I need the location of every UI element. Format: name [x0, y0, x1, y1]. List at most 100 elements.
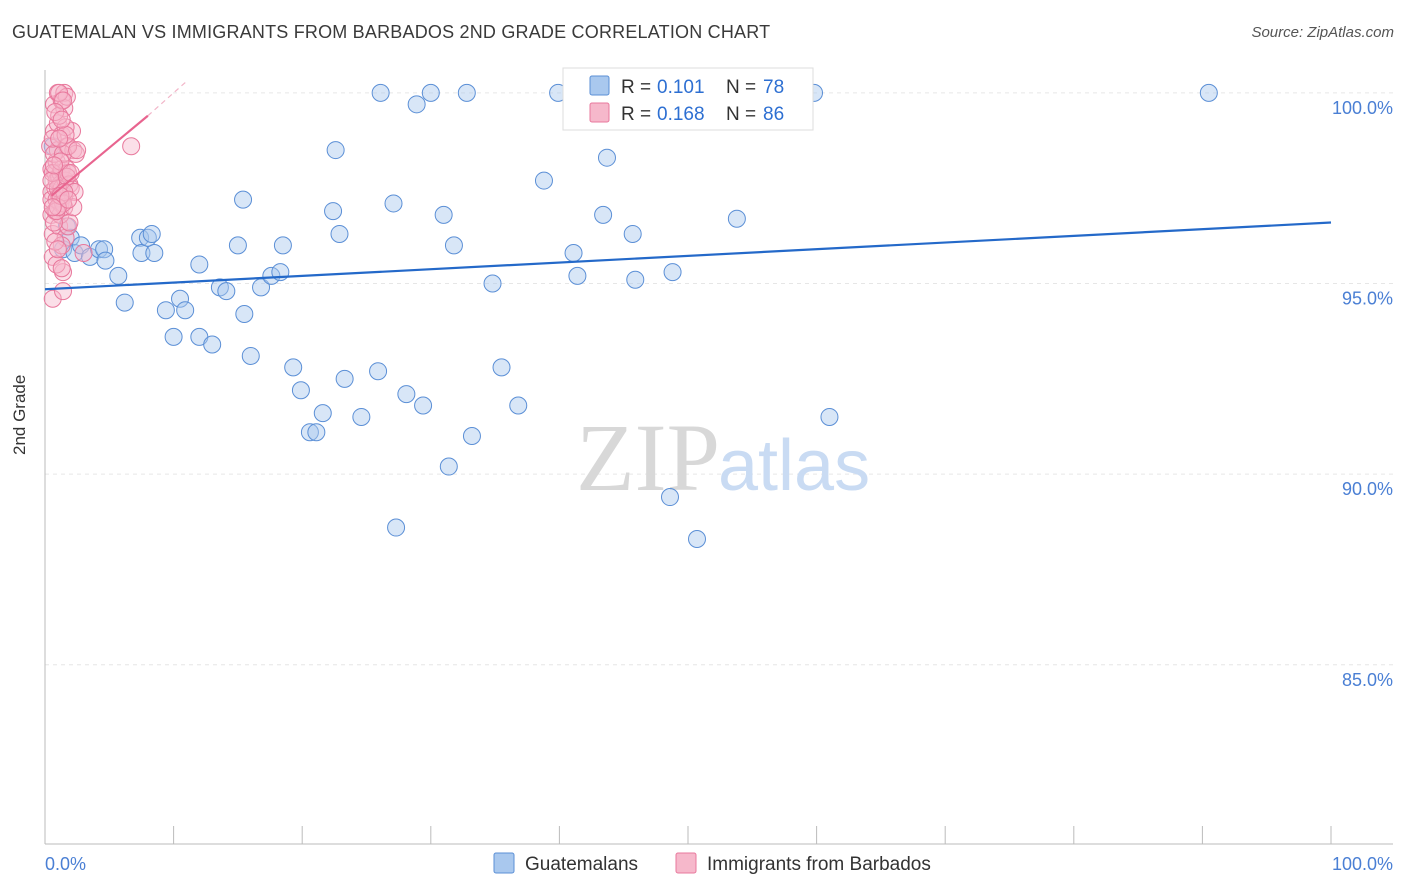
data-point-guatemalans — [727, 209, 746, 228]
data-point-guatemalans — [492, 358, 511, 377]
series-legend: Guatemalans Immigrants from Barbados — [493, 852, 931, 875]
y-tick-label: 95.0% — [1342, 289, 1393, 309]
data-point-barbados — [46, 102, 65, 121]
data-point-barbados — [59, 137, 78, 156]
data-point-guatemalans — [96, 251, 115, 270]
data-point-guatemalans — [109, 266, 128, 285]
data-point-barbados — [122, 137, 141, 156]
legend-swatch-barbados — [589, 102, 610, 123]
data-point-guatemalans — [61, 228, 80, 247]
data-point-barbados — [65, 183, 84, 202]
data-point-guatemalans — [300, 423, 319, 442]
data-point-guatemalans — [387, 518, 406, 537]
data-point-barbados — [45, 213, 64, 232]
legend-swatch-guatemalans — [589, 75, 610, 96]
legend-n-value: 86 — [763, 104, 784, 125]
data-point-barbados — [45, 156, 64, 175]
legend-swatch-barbados — [675, 852, 697, 874]
data-point-guatemalans — [228, 236, 247, 255]
data-point-barbados — [52, 110, 71, 129]
data-point-guatemalans — [190, 255, 209, 274]
legend-r-value: 0.101 — [657, 77, 705, 98]
data-point-guatemalans — [623, 224, 642, 243]
y-tick-label: 90.0% — [1342, 479, 1393, 499]
watermark-atlas: atlas — [718, 426, 870, 506]
legend-swatch-guatemalans — [493, 852, 515, 874]
data-point-guatemalans — [444, 236, 463, 255]
data-point-guatemalans — [594, 205, 613, 224]
data-point-guatemalans — [597, 148, 616, 167]
data-point-barbados — [74, 244, 93, 263]
data-point-guatemalans — [439, 457, 458, 476]
trend-line-barbados — [50, 114, 149, 197]
y-tick-labels: 85.0% 90.0% 95.0% 100.0% — [1332, 98, 1393, 690]
data-point-barbados — [54, 282, 73, 301]
data-point-guatemalans — [330, 224, 349, 243]
x-tick-labels: 0.0% 100.0% — [45, 854, 1393, 874]
data-point-barbados — [60, 213, 79, 232]
data-point-guatemalans — [291, 381, 310, 400]
data-point-guatemalans — [660, 488, 679, 507]
data-point-guatemalans — [457, 83, 476, 102]
data-point-barbados — [48, 240, 67, 259]
chart-title: GUATEMALAN VS IMMIGRANTS FROM BARBADOS 2… — [12, 22, 771, 42]
legend-r-label: R = — [621, 104, 651, 125]
data-point-guatemalans — [1199, 83, 1218, 102]
data-point-barbados — [50, 129, 69, 148]
data-point-guatemalans — [326, 141, 345, 160]
data-point-guatemalans — [434, 205, 453, 224]
legend-barbados: Immigrants from Barbados — [707, 854, 931, 875]
data-point-guatemalans — [663, 263, 682, 282]
y-tick-label: 100.0% — [1332, 98, 1393, 118]
data-point-guatemalans — [534, 171, 553, 190]
data-point-guatemalans — [241, 346, 260, 365]
trend-lines — [44, 80, 1332, 291]
data-point-barbados — [43, 289, 62, 308]
legend-n-label: N = — [726, 104, 756, 125]
legend-guatemalans: Guatemalans — [525, 854, 638, 875]
data-point-guatemalans — [421, 83, 440, 102]
data-point-guatemalans — [142, 224, 161, 243]
trend-line-guatemalans — [44, 221, 1332, 291]
data-point-guatemalans — [176, 301, 195, 320]
data-point-guatemalans — [352, 407, 371, 426]
data-point-barbados — [68, 141, 87, 160]
data-point-guatemalans — [324, 202, 343, 221]
data-point-guatemalans — [509, 396, 528, 415]
data-point-guatemalans — [626, 270, 645, 289]
y-tick-label: 85.0% — [1342, 670, 1393, 690]
source-label: Source: ZipAtlas.com — [1251, 24, 1394, 41]
trend-line-barbados-extension — [147, 80, 187, 117]
data-point-barbados — [59, 190, 78, 209]
data-point-guatemalans — [235, 305, 254, 324]
data-point-guatemalans — [820, 407, 839, 426]
data-point-guatemalans — [414, 396, 433, 415]
data-point-guatemalans — [284, 358, 303, 377]
data-point-barbados — [48, 198, 67, 217]
data-point-guatemalans — [384, 194, 403, 213]
data-point-guatemalans — [115, 293, 134, 312]
data-point-guatemalans — [371, 83, 390, 102]
data-point-guatemalans — [307, 423, 326, 442]
data-point-guatemalans — [688, 529, 707, 548]
data-point-guatemalans — [164, 327, 183, 346]
data-point-guatemalans — [217, 282, 236, 301]
legend-n-value: 78 — [763, 77, 784, 98]
data-point-guatemalans — [203, 335, 222, 354]
gridlines — [45, 92, 1393, 666]
data-point-guatemalans — [156, 301, 175, 320]
legend-n-label: N = — [726, 77, 756, 98]
data-point-guatemalans — [273, 236, 292, 255]
data-point-guatemalans — [568, 266, 587, 285]
x-tick-label: 0.0% — [45, 854, 86, 874]
data-point-guatemalans — [313, 404, 332, 423]
x-tick-label: 100.0% — [1332, 854, 1393, 874]
data-point-guatemalans — [95, 240, 114, 259]
watermark-zip: ZIP — [576, 404, 720, 511]
data-point-guatemalans — [369, 362, 388, 381]
data-point-guatemalans — [145, 244, 164, 263]
data-point-guatemalans — [234, 190, 253, 209]
legend-r-value: 0.168 — [657, 104, 705, 125]
correlation-legend: R = 0.101 N = 78 R = 0.168 N = 86 — [562, 67, 814, 131]
data-point-guatemalans — [171, 289, 190, 308]
